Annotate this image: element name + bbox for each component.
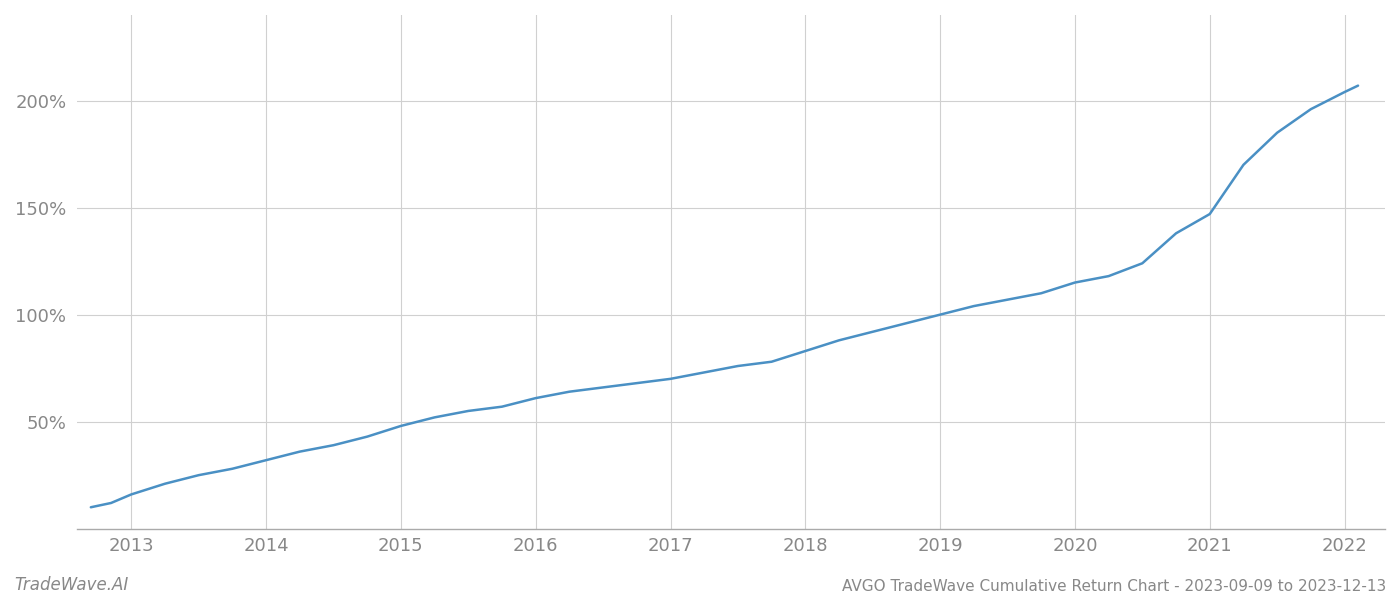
Text: AVGO TradeWave Cumulative Return Chart - 2023-09-09 to 2023-12-13: AVGO TradeWave Cumulative Return Chart -… — [841, 579, 1386, 594]
Text: TradeWave.AI: TradeWave.AI — [14, 576, 129, 594]
